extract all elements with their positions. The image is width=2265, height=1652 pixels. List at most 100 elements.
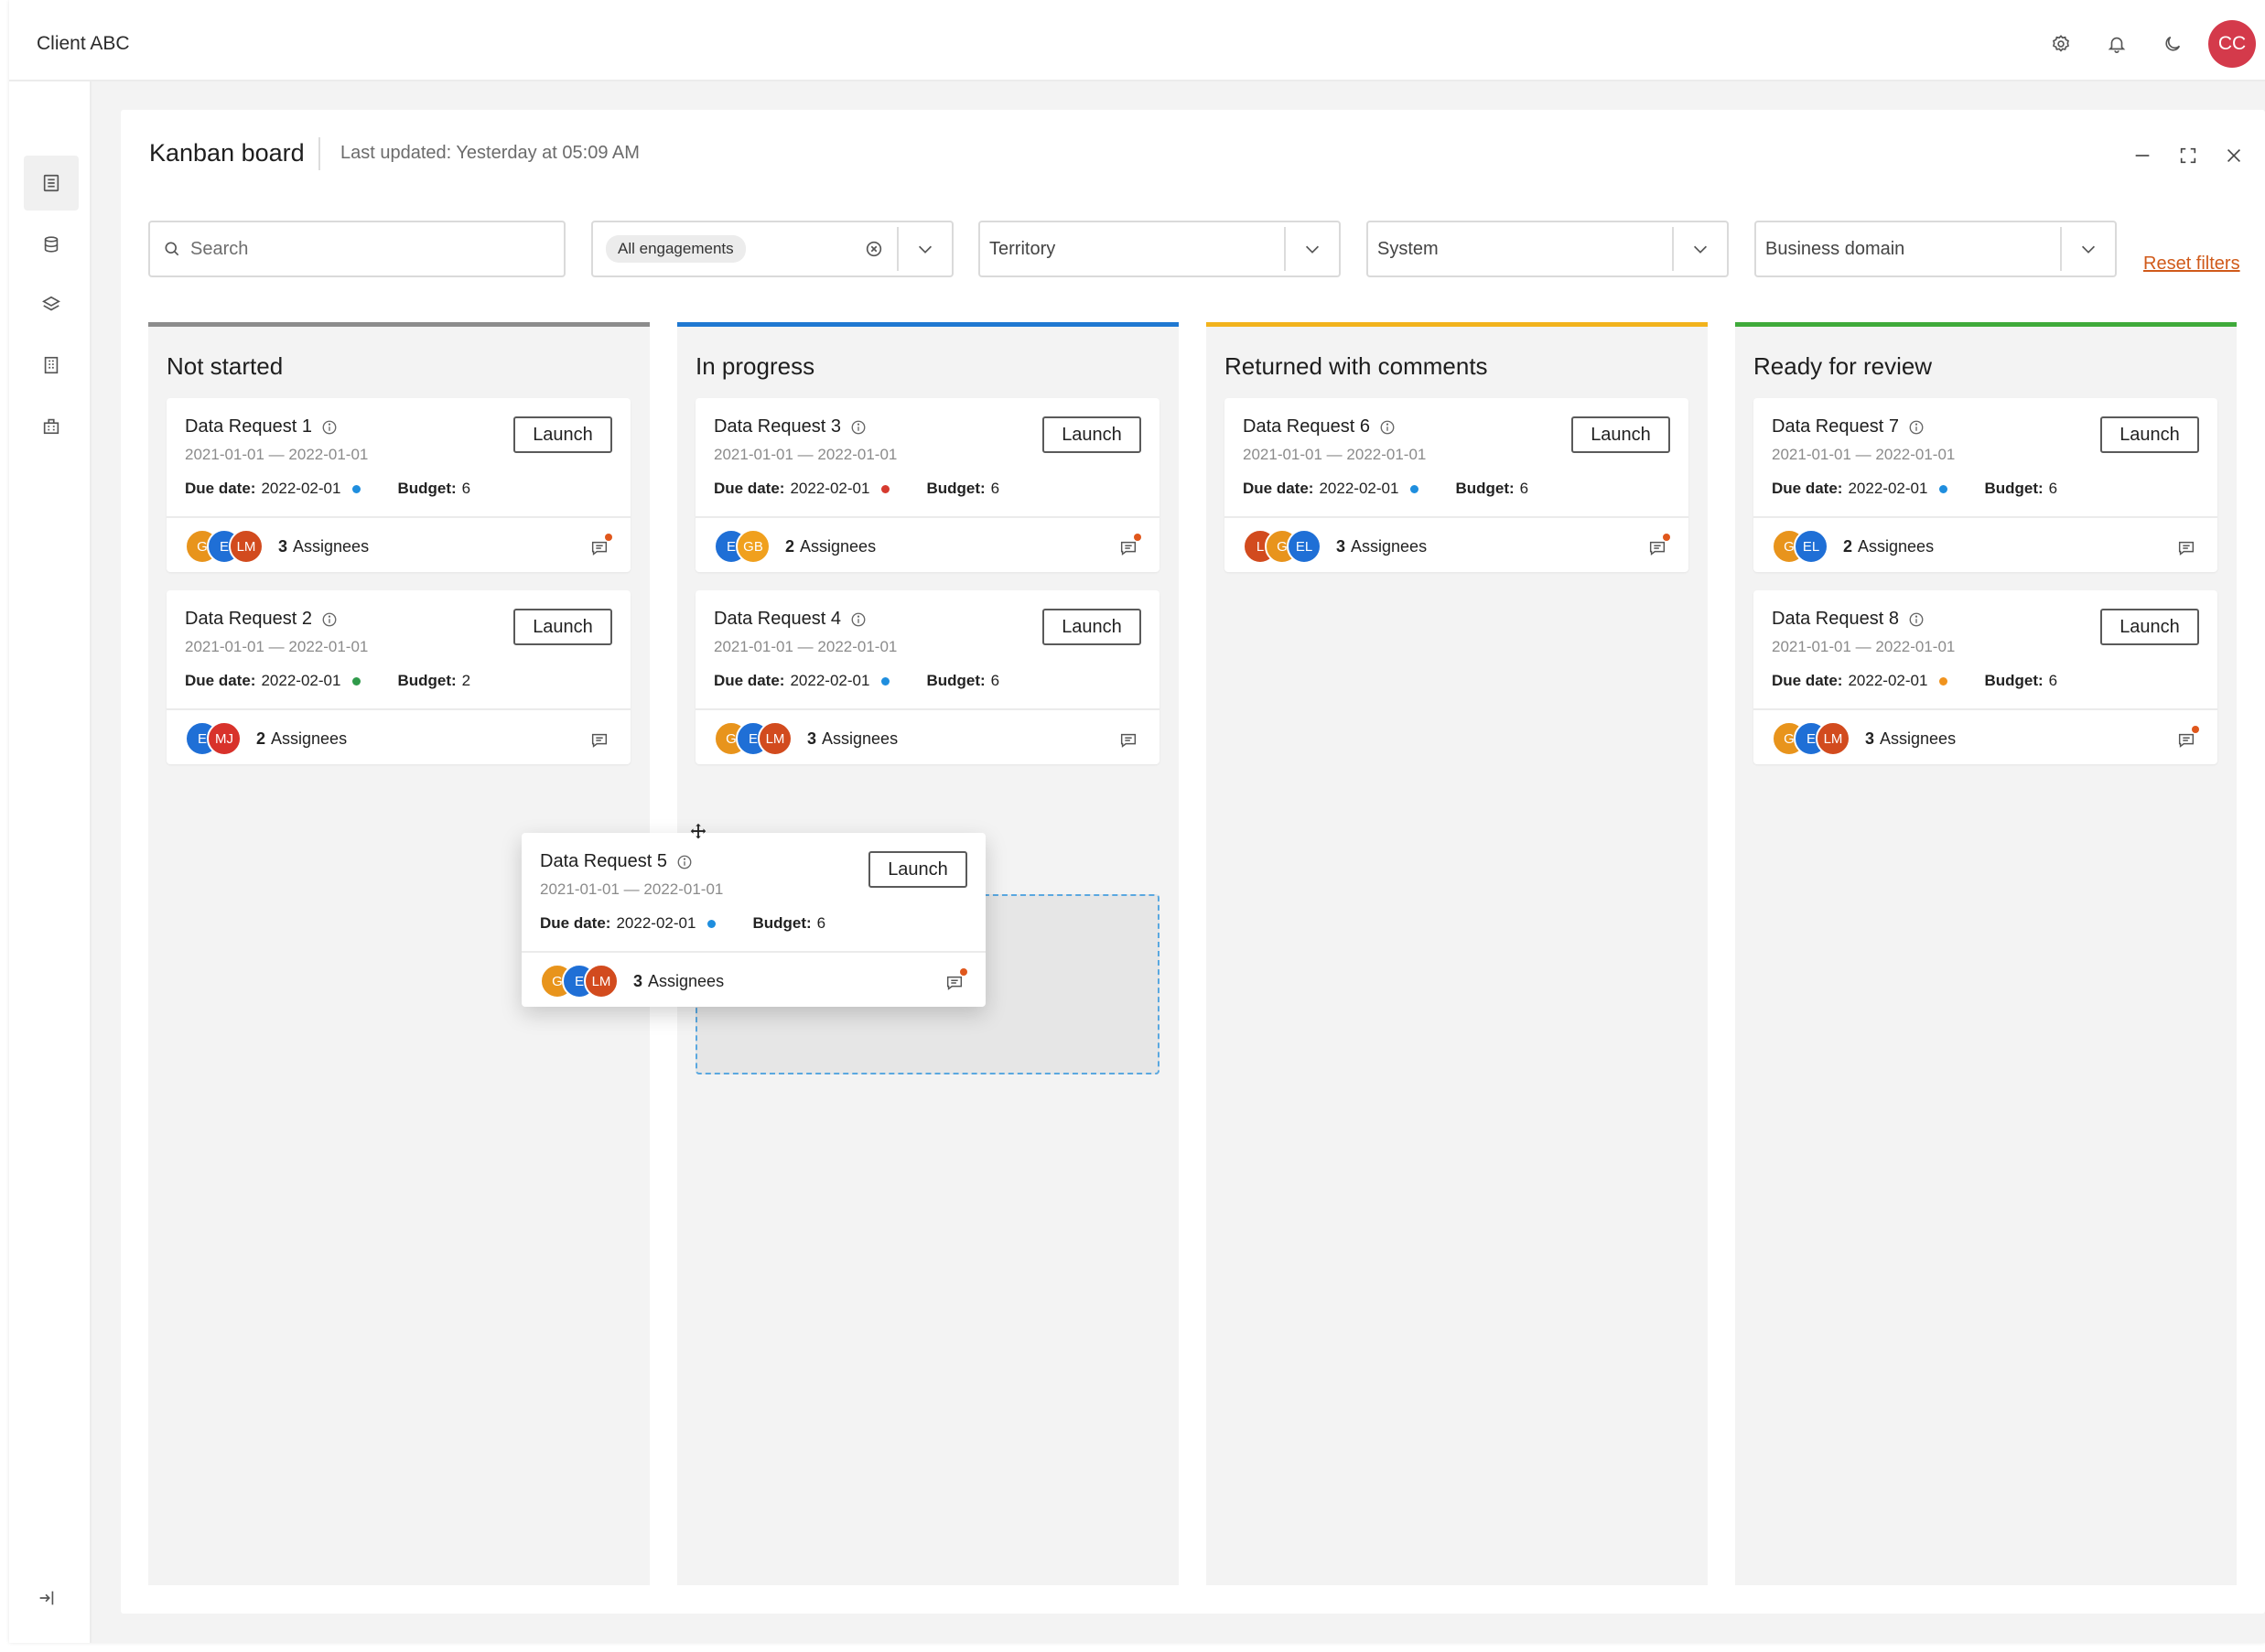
request-card[interactable]: Data Request 1 2021-01-01 — 2022-01-01 Lau… bbox=[167, 398, 631, 572]
avatar-group[interactable]: G E LM bbox=[1772, 721, 1850, 756]
card-title-text: Data Request 3 bbox=[714, 416, 841, 437]
info-icon[interactable] bbox=[850, 419, 867, 436]
assignees-text: 2 Assignees bbox=[785, 537, 876, 556]
clear-icon[interactable] bbox=[864, 239, 884, 259]
sidebar-item-requests[interactable] bbox=[24, 156, 79, 211]
due-date-label: Due date: bbox=[540, 914, 611, 932]
system-filter[interactable]: System bbox=[1366, 221, 1729, 277]
request-card[interactable]: Data Request 3 2021-01-01 — 2022-01-01 Lau… bbox=[696, 398, 1159, 572]
card-title-text: Data Request 6 bbox=[1243, 416, 1370, 437]
due-date-label: Due date: bbox=[185, 672, 256, 689]
logout-icon[interactable] bbox=[37, 1588, 57, 1613]
assignees-text: 2 Assignees bbox=[256, 729, 347, 749]
comment-icon[interactable] bbox=[942, 968, 967, 996]
avatar: MJ bbox=[207, 721, 242, 756]
launch-button[interactable]: Launch bbox=[2100, 416, 2199, 453]
card-title: Data Request 4 bbox=[714, 609, 867, 630]
request-card[interactable]: Data Request 7 2021-01-01 — 2022-01-01 Lau… bbox=[1753, 398, 2217, 572]
avatar-group[interactable]: E GB bbox=[714, 529, 771, 564]
chevron-down-icon[interactable] bbox=[1674, 239, 1727, 259]
column-title: Returned with comments bbox=[1224, 352, 1488, 380]
assignee-count: 3 bbox=[278, 536, 288, 556]
card-title: Data Request 3 bbox=[714, 416, 867, 437]
territory-filter[interactable]: Territory bbox=[978, 221, 1341, 277]
info-icon[interactable] bbox=[321, 419, 338, 436]
chevron-down-icon[interactable] bbox=[1286, 239, 1339, 259]
assignee-label: Assignees bbox=[800, 536, 877, 556]
comment-icon[interactable] bbox=[587, 534, 612, 561]
dragging-card[interactable]: Data Request 5 2021-01-01 — 2022-01-01 Lau… bbox=[522, 833, 986, 1007]
request-card[interactable]: Data Request 4 2021-01-01 — 2022-01-01 Lau… bbox=[696, 590, 1159, 764]
settings-icon[interactable] bbox=[2041, 24, 2081, 64]
sidebar bbox=[9, 81, 92, 1643]
title-divider bbox=[318, 137, 320, 170]
kanban-panel: Kanban board Last updated: Yesterday at … bbox=[121, 110, 2265, 1614]
launch-button[interactable]: Launch bbox=[513, 416, 612, 453]
comment-icon[interactable] bbox=[2173, 535, 2199, 561]
info-icon[interactable] bbox=[1908, 419, 1925, 436]
comment-icon[interactable] bbox=[1116, 728, 1141, 753]
search-input[interactable] bbox=[190, 238, 538, 260]
maximize-icon[interactable] bbox=[2168, 135, 2208, 176]
card-dates: 2021-01-01 — 2022-01-01 bbox=[714, 446, 898, 463]
budget-value: 6 bbox=[461, 480, 471, 497]
sidebar-item-organization[interactable] bbox=[24, 398, 79, 453]
comment-icon[interactable] bbox=[2173, 726, 2199, 753]
notification-dot bbox=[1663, 534, 1670, 541]
assignee-label: Assignees bbox=[1858, 536, 1935, 556]
request-card[interactable]: Data Request 2 2021-01-01 — 2022-01-01 Lau… bbox=[167, 590, 631, 764]
card-footer: G EL 2 Assignees bbox=[1772, 528, 1934, 565]
card-footer: G E LM 3 Assignees bbox=[714, 720, 898, 757]
comment-icon[interactable] bbox=[1645, 534, 1670, 561]
bell-icon[interactable] bbox=[2097, 24, 2137, 64]
engagements-filter[interactable]: All engagements bbox=[591, 221, 954, 277]
info-icon[interactable] bbox=[321, 611, 338, 628]
avatar-group[interactable]: L G EL bbox=[1243, 529, 1321, 564]
launch-button[interactable]: Launch bbox=[2100, 609, 2199, 645]
comment-icon[interactable] bbox=[587, 728, 612, 753]
info-icon[interactable] bbox=[1379, 419, 1396, 436]
assignees-text: 3 Assignees bbox=[1336, 537, 1427, 556]
assignee-count: 2 bbox=[1843, 536, 1853, 556]
info-icon[interactable] bbox=[676, 854, 693, 870]
sidebar-item-buildings[interactable] bbox=[24, 338, 79, 393]
launch-button[interactable]: Launch bbox=[1571, 416, 1670, 453]
business-domain-filter[interactable]: Business domain bbox=[1754, 221, 2117, 277]
card-divider bbox=[1753, 708, 2217, 710]
chevron-down-icon[interactable] bbox=[899, 239, 952, 259]
launch-button[interactable]: Launch bbox=[1042, 609, 1141, 645]
avatar-group[interactable]: G E LM bbox=[540, 964, 619, 999]
request-card[interactable]: Data Request 8 2021-01-01 — 2022-01-01 Lau… bbox=[1753, 590, 2217, 764]
card-footer: G E LM 3 Assignees bbox=[540, 963, 724, 999]
due-date-value: 2022-02-01 bbox=[790, 672, 870, 689]
launch-button[interactable]: Launch bbox=[513, 609, 612, 645]
close-icon[interactable] bbox=[2214, 135, 2254, 176]
user-avatar[interactable]: CC bbox=[2208, 20, 2256, 68]
info-icon[interactable] bbox=[850, 611, 867, 628]
avatar-group[interactable]: G E LM bbox=[714, 721, 793, 756]
moon-icon[interactable] bbox=[2152, 24, 2193, 64]
budget-label: Budget: bbox=[1984, 480, 2044, 497]
budget-label: Budget: bbox=[397, 480, 457, 497]
launch-button[interactable]: Launch bbox=[1042, 416, 1141, 453]
sidebar-item-layers[interactable] bbox=[24, 277, 79, 332]
card-divider bbox=[696, 708, 1159, 710]
card-meta: Due date: 2022-02-01 Budget: 6 bbox=[714, 480, 999, 498]
reset-filters-link[interactable]: Reset filters bbox=[2143, 254, 2240, 274]
avatar-group[interactable]: G E LM bbox=[185, 529, 264, 564]
request-card[interactable]: Data Request 6 2021-01-01 — 2022-01-01 Lau… bbox=[1224, 398, 1688, 572]
top-actions: CC bbox=[2025, 20, 2256, 68]
minimize-icon[interactable] bbox=[2122, 135, 2163, 176]
search-field[interactable] bbox=[148, 221, 566, 277]
chevron-down-icon[interactable] bbox=[2062, 239, 2115, 259]
dropdown-separator bbox=[897, 227, 899, 271]
card-title: Data Request 6 bbox=[1243, 416, 1396, 437]
launch-button[interactable]: Launch bbox=[868, 851, 967, 888]
status-dot bbox=[352, 484, 361, 493]
info-icon[interactable] bbox=[1908, 611, 1925, 628]
card-dates: 2021-01-01 — 2022-01-01 bbox=[185, 638, 369, 655]
avatar-group[interactable]: G EL bbox=[1772, 529, 1828, 564]
avatar-group[interactable]: E MJ bbox=[185, 721, 242, 756]
sidebar-item-data[interactable] bbox=[24, 217, 79, 272]
comment-icon[interactable] bbox=[1116, 534, 1141, 561]
